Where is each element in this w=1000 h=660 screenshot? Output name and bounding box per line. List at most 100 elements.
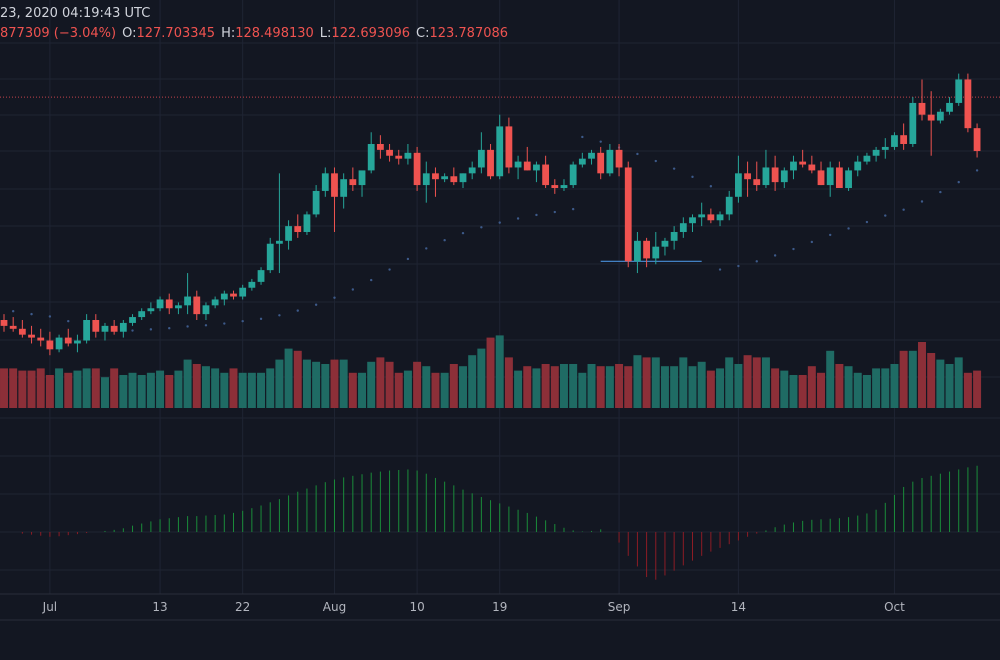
candle-body: [523, 161, 531, 171]
volume-bar: [963, 372, 972, 408]
volume-bar: [100, 377, 109, 408]
sar-dot: [957, 180, 960, 184]
candle-body: [955, 79, 963, 103]
sar-dot: [168, 327, 171, 330]
candle-body: [542, 164, 550, 186]
volume-bar: [918, 342, 926, 408]
candle-body: [881, 146, 889, 150]
sar-dot: [884, 214, 887, 217]
candle-body: [744, 173, 751, 180]
candle-body: [74, 340, 81, 344]
volume-bar: [945, 364, 954, 408]
candle-body: [349, 179, 357, 186]
candle-body: [0, 320, 8, 326]
volume-bar: [789, 375, 798, 408]
candle-body: [551, 185, 559, 188]
sar-dot: [691, 175, 694, 179]
volume-bar: [174, 370, 183, 408]
legend-high-value: 128.498130: [235, 26, 314, 41]
candle-body: [918, 102, 926, 115]
candle-body: [606, 149, 614, 174]
volume-bar: [973, 370, 982, 408]
volume-bar: [339, 359, 348, 408]
sar-dot: [718, 268, 722, 271]
volume-bar: [284, 348, 293, 408]
candle-body: [790, 161, 797, 171]
volume-bar: [771, 368, 780, 408]
volume-bar: [725, 357, 734, 408]
sar-dot: [755, 260, 758, 263]
candle-body: [735, 173, 742, 197]
sar-dot: [553, 210, 556, 214]
sar-dot: [792, 247, 795, 251]
x-tick-label: 19: [492, 600, 507, 614]
candle-body: [459, 173, 467, 183]
volume-bar: [82, 368, 91, 408]
sar-dot: [829, 233, 832, 237]
candle-body: [193, 296, 201, 315]
volume-bar: [266, 368, 275, 408]
legend-datetime: 23, 2020 04:19:43 UTC: [0, 6, 151, 21]
candle-body: [487, 149, 494, 177]
volume-bar: [431, 372, 440, 408]
volume-bar: [477, 348, 486, 408]
volume-bar: [936, 359, 945, 408]
x-tick-label: Aug: [323, 600, 346, 614]
candle-body: [230, 293, 237, 297]
candle-body: [533, 164, 540, 171]
volume-bar: [835, 364, 844, 408]
candle-body: [340, 179, 348, 197]
candle-body: [386, 149, 393, 156]
legend-low-value: 122.693096: [331, 26, 410, 41]
volume-bar: [798, 375, 807, 408]
candle-body: [184, 296, 191, 306]
sar-dot: [425, 247, 428, 250]
candle-body: [652, 246, 660, 259]
candle-body: [716, 214, 724, 221]
legend-change: 877309 (−3.04%): [0, 26, 117, 41]
volume-bar: [183, 359, 192, 408]
volume-bar: [220, 372, 229, 408]
sar-dot: [314, 303, 318, 306]
legend-close-label: C:: [416, 26, 430, 41]
candle-body: [138, 311, 146, 318]
candle-body: [477, 149, 485, 168]
legend-open-label: O:: [122, 26, 137, 41]
sar-dot: [259, 317, 263, 321]
volume-bar: [752, 357, 761, 408]
volume-bar: [853, 372, 862, 408]
sar-dot: [498, 221, 501, 224]
candle-body: [37, 337, 45, 341]
sar-dot: [149, 328, 153, 331]
sar-dot: [975, 169, 979, 172]
candle-body: [854, 161, 862, 171]
volume-bar: [201, 366, 210, 408]
volume-bar: [385, 361, 394, 408]
volume-bar: [146, 372, 155, 408]
candle-body: [569, 164, 577, 186]
volume-bar: [440, 372, 449, 408]
volume-bar: [578, 372, 587, 408]
candle-body: [28, 334, 35, 338]
candle-body: [376, 144, 384, 150]
volume-bar: [192, 364, 201, 408]
volume-bar: [156, 370, 165, 408]
volume-bar: [27, 370, 36, 408]
sar-dot: [406, 257, 410, 261]
volume-bar: [807, 366, 816, 408]
volume-bar: [165, 375, 174, 408]
x-tick-label: 22: [235, 600, 250, 614]
candle-body: [92, 320, 100, 332]
volume-bar: [504, 357, 513, 408]
candle-body: [395, 155, 403, 159]
candle-body: [129, 317, 136, 323]
candle-body: [101, 325, 109, 332]
volume-bar: [459, 366, 467, 408]
candle-body: [670, 232, 678, 241]
candle-body: [900, 135, 908, 144]
volume-bar: [422, 366, 431, 408]
candle-body: [202, 305, 210, 315]
candle-body: [441, 176, 449, 180]
sar-dot: [131, 329, 134, 332]
